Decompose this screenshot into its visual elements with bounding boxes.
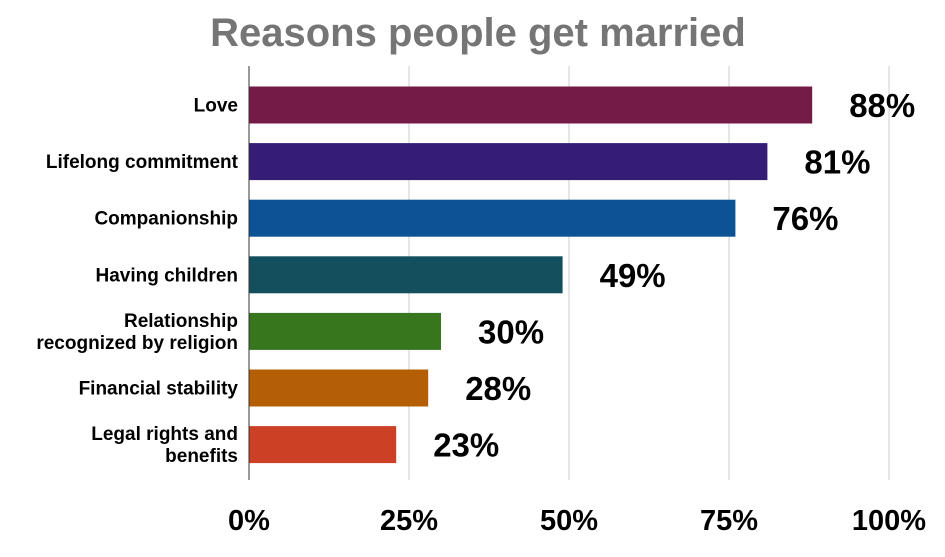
x-tick-label: 75% — [700, 505, 758, 537]
bar — [249, 256, 563, 294]
category-label: Relationship recognized by religion — [36, 311, 238, 354]
category-labels: Love Lifelong commitment Companionship Havi… — [36, 96, 238, 468]
x-axis-ticks: 0% 25% 50% 75% 100% — [228, 505, 926, 537]
category-label: Financial stability — [79, 379, 239, 400]
category-label: Lifelong commitment — [46, 152, 239, 173]
bar — [249, 199, 736, 237]
value-label: 81% — [804, 144, 870, 181]
x-tick-label: 25% — [380, 505, 438, 537]
bar — [249, 143, 768, 181]
value-label: 88% — [849, 87, 915, 124]
category-label: Legal rights and benefits — [91, 424, 238, 467]
bar — [249, 86, 813, 124]
value-label: 49% — [600, 257, 666, 294]
x-tick-label: 100% — [852, 505, 926, 537]
category-label: Having children — [95, 265, 238, 286]
value-label: 23% — [433, 427, 499, 464]
bar — [249, 312, 441, 350]
value-label: 28% — [465, 370, 531, 407]
chart-title: Reasons people get married — [210, 11, 746, 55]
category-label: Companionship — [94, 209, 238, 230]
bar — [249, 369, 429, 407]
value-labels: 88% 81% 76% 49% 30% 28% 23% — [433, 87, 915, 464]
category-label: Love — [194, 96, 238, 117]
x-tick-label: 0% — [228, 505, 270, 537]
value-label: 76% — [772, 200, 838, 237]
value-label: 30% — [478, 313, 544, 350]
bar — [249, 426, 397, 464]
bars — [249, 86, 813, 464]
x-tick-label: 50% — [540, 505, 598, 537]
